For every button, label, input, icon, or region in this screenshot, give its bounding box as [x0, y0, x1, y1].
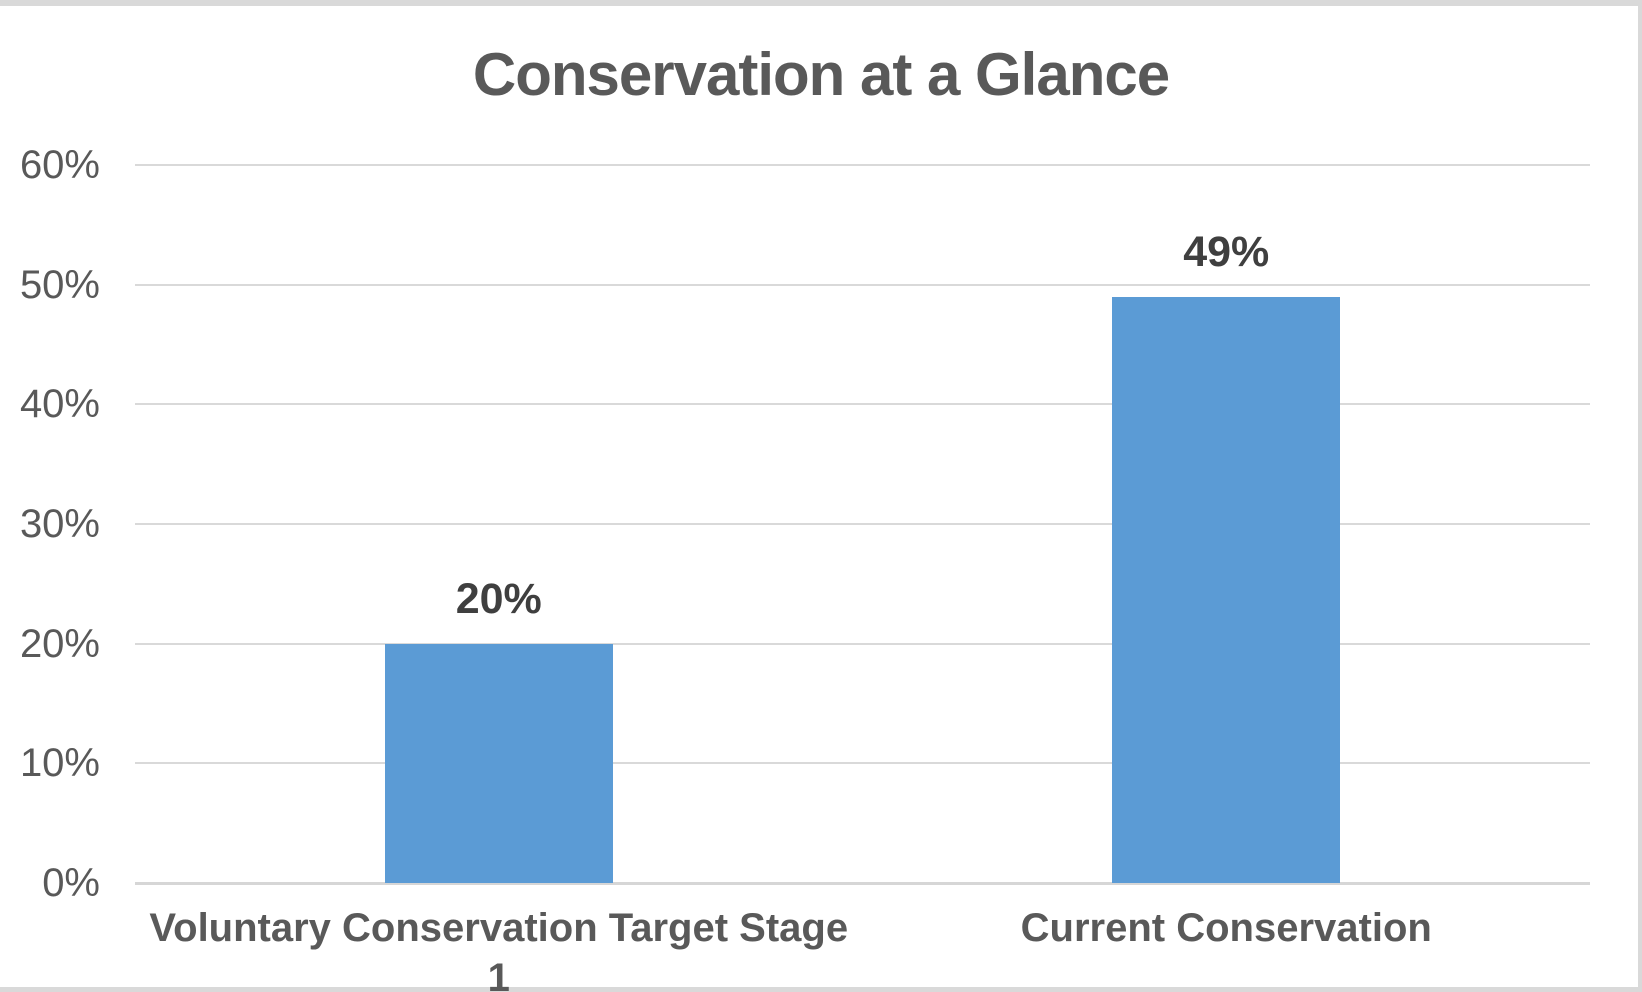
y-axis-tick-label: 20%: [19, 621, 100, 666]
data-label: 49%: [1183, 227, 1270, 276]
x-axis-category-label: Voluntary Conservation Target Stage 1: [149, 906, 849, 992]
chart-title: Conservation at a Glance: [472, 41, 1170, 108]
gridline-60%: [135, 164, 1590, 166]
bar-voluntary-target: [384, 643, 613, 883]
y-axis-tick-label: 60%: [19, 143, 100, 187]
right-edge-border: [1638, 6, 1642, 992]
bottom-edge-border: [0, 987, 1642, 992]
gridline-40%: [135, 403, 1590, 406]
y-axis-tick-label: 10%: [19, 741, 100, 786]
gridline-30%: [135, 523, 1590, 525]
gridline-50%: [135, 283, 1590, 286]
plot-area: [135, 164, 1590, 885]
gridline-20%: [135, 642, 1590, 645]
data-label: 20%: [455, 574, 542, 623]
top-edge-strip: [0, 0, 1642, 6]
y-axis-tick-label: 0%: [42, 861, 100, 905]
bar-current-conservation: [1112, 296, 1341, 883]
gridline-0%: [135, 882, 1590, 885]
y-axis-tick-label: 50%: [19, 262, 100, 307]
y-axis-tick-label: 30%: [19, 502, 100, 546]
y-axis-tick-label: 40%: [19, 382, 100, 427]
gridline-10%: [135, 762, 1590, 765]
x-axis-category-label: Current Conservation: [1020, 906, 1432, 950]
